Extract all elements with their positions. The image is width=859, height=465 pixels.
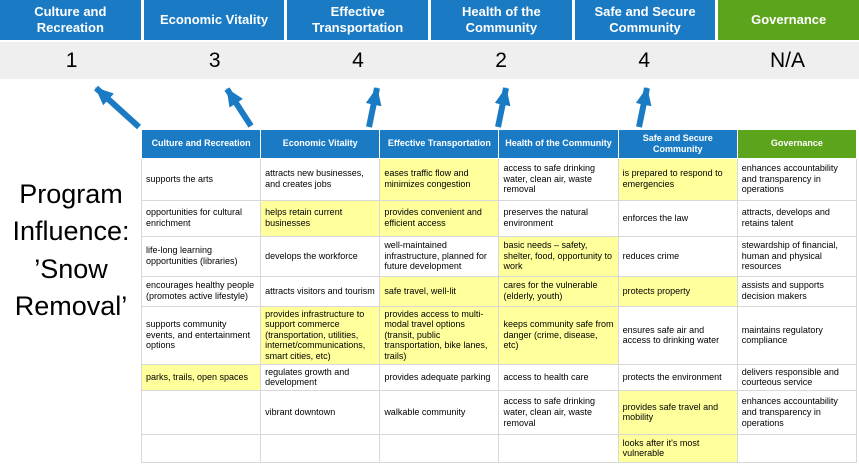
matrix-row-0: supports the arts attracts new businesses… (140, 157, 858, 201)
banner-pillar-3: Health of the Community (431, 0, 572, 40)
matrix-cell-r3-c3: cares for the vulnerable (elderly, youth… (498, 275, 619, 307)
arrow-economic (224, 87, 254, 128)
banner-pillar-2: Effective Transportation (287, 0, 429, 40)
banner-pillar-5: Governance (718, 0, 859, 40)
matrix-cell-r7-c5 (736, 433, 858, 463)
matrix-cell-r6-c2: walkable community (379, 389, 500, 435)
matrix-cell-r0-c0: supports the arts (140, 157, 262, 201)
matrix-cell-r2-c1: develops the workforce (260, 235, 381, 277)
matrix-cell-r4-c3: keeps community safe from danger (crime,… (498, 305, 619, 365)
matrix-cell-r2-c2: well-maintained infrastructure, planned … (379, 235, 500, 277)
matrix-cell-r6-c1: vibrant downtown (260, 389, 381, 435)
matrix-cell-r0-c3: access to safe drinking water, clean air… (498, 157, 619, 201)
matrix-header-row: Culture and Recreation Economic Vitality E… (140, 129, 858, 159)
influence-matrix: Culture and Recreation Economic Vitality E… (140, 129, 858, 463)
banner-pillar-0: Culture and Recreation (0, 0, 141, 40)
matrix-cell-r4-c5: maintains regulatory compliance (736, 305, 858, 365)
matrix-cell-r2-c3: basic needs – safety, shelter, food, opp… (498, 235, 619, 277)
matrix-cell-r7-c0 (140, 433, 262, 463)
score-arrows (93, 85, 652, 130)
arrow-culture (93, 85, 142, 130)
matrix-row-5: parks, trails, open spaces regulates grow… (140, 363, 858, 391)
matrix-cell-r3-c4: protects property (617, 275, 738, 307)
matrix-body: supports the arts attracts new businesses… (140, 157, 858, 463)
matrix-cell-r6-c4: provides safe travel and mobility (617, 389, 738, 435)
matrix-cell-r7-c2 (379, 433, 500, 463)
matrix-cell-r5-c2: provides adequate parking (379, 363, 500, 391)
matrix-cell-r7-c1 (260, 433, 381, 463)
matrix-row-6: vibrant downtown walkable community access… (140, 389, 858, 435)
matrix-row-3: encourages healthy people (promotes acti… (140, 275, 858, 307)
matrix-header-4: Safe and Secure Community (617, 129, 738, 159)
matrix-cell-r7-c4: looks after it's most vulnerable (617, 433, 738, 463)
matrix-cell-r4-c4: ensures safe air and access to drinking … (617, 305, 738, 365)
program-title: Program Influence: ’Snow Removal’ (12, 179, 130, 321)
matrix-header-2: Effective Transportation (379, 129, 500, 159)
matrix-cell-r5-c1: regulates growth and development (260, 363, 381, 391)
banner-pillar-1: Economic Vitality (143, 0, 285, 40)
matrix-cell-r6-c3: access to safe drinking water, clean air… (498, 389, 619, 435)
pillar-score-4: 4 (638, 48, 651, 72)
arrow-safe (635, 87, 652, 128)
matrix-cell-r1-c0: opportunities for cultural enrichment (140, 199, 262, 237)
matrix-cell-r3-c0: encourages healthy people (promotes acti… (140, 275, 262, 307)
matrix-cell-r0-c2: eases traffic flow and minimizes congest… (379, 157, 500, 201)
matrix-row-2: life-long learning opportunities (librar… (140, 235, 858, 277)
matrix-cell-r4-c1: provides infrastructure to support comme… (260, 305, 381, 365)
matrix-cell-r0-c1: attracts new businesses, and creates job… (260, 157, 381, 201)
matrix-header-3: Health of the Community (498, 129, 619, 159)
pillar-score-1: 3 (208, 48, 221, 72)
matrix-cell-r7-c3 (498, 433, 619, 463)
matrix-row-4: supports community events, and entertain… (140, 305, 858, 365)
banner-pillar-4: Safe and Secure Community (574, 0, 716, 40)
arrow-transportation (365, 87, 382, 128)
matrix-cell-r3-c5: assists and supports decision makers (736, 275, 858, 307)
matrix-cell-r3-c1: attracts visitors and tourism (260, 275, 381, 307)
pillar-score-2: 4 (352, 48, 364, 72)
matrix-cell-r1-c4: enforces the law (617, 199, 738, 237)
matrix-cell-r5-c0: parks, trails, open spaces (140, 363, 262, 391)
matrix-cell-r2-c0: life-long learning opportunities (librar… (140, 235, 262, 277)
matrix-cell-r2-c5: stewardship of financial, human and phys… (736, 235, 858, 277)
matrix-cell-r2-c4: reduces crime (617, 235, 738, 277)
matrix-cell-r4-c0: supports community events, and entertain… (140, 305, 262, 365)
matrix-cell-r6-c5: enhances accountability and transparency… (736, 389, 858, 435)
matrix-cell-r0-c4: is prepared to respond to emergencies (617, 157, 738, 201)
matrix-cell-r5-c5: delivers responsible and courteous servi… (736, 363, 858, 391)
matrix-cell-r5-c4: protects the environment (617, 363, 738, 391)
matrix-cell-r1-c5: attracts, develops and retains talent (736, 199, 858, 237)
pillar-score-5: N/A (769, 48, 805, 72)
matrix-row-7: looks after it's most vulnerable (140, 433, 858, 463)
matrix-cell-r4-c2: provides access to multi-modal travel op… (379, 305, 500, 365)
matrix-header-0: Culture and Recreation (140, 129, 262, 159)
matrix-cell-r1-c1: helps retain current businesses (260, 199, 381, 237)
pillar-score-0: 1 (65, 48, 78, 72)
matrix-cell-r1-c3: preserves the natural environment (498, 199, 619, 237)
matrix-cell-r3-c2: safe travel, well-lit (379, 275, 500, 307)
matrix-row-1: opportunities for cultural enrichment hel… (140, 199, 858, 237)
arrow-health (494, 87, 511, 128)
matrix-cell-r6-c0 (140, 389, 262, 435)
score-row: 1 3 4 2 4 N/A (0, 42, 859, 79)
pillar-score-3: 2 (495, 48, 507, 72)
matrix-cell-r1-c2: provides convenient and efficient access (379, 199, 500, 237)
banner-row: Culture and Recreation Economic Vitality E… (0, 0, 859, 40)
matrix-cell-r0-c5: enhances accountability and transparency… (736, 157, 858, 201)
matrix-header-5: Governance (736, 129, 858, 159)
matrix-header-1: Economic Vitality (260, 129, 381, 159)
matrix-cell-r5-c3: access to health care (498, 363, 619, 391)
